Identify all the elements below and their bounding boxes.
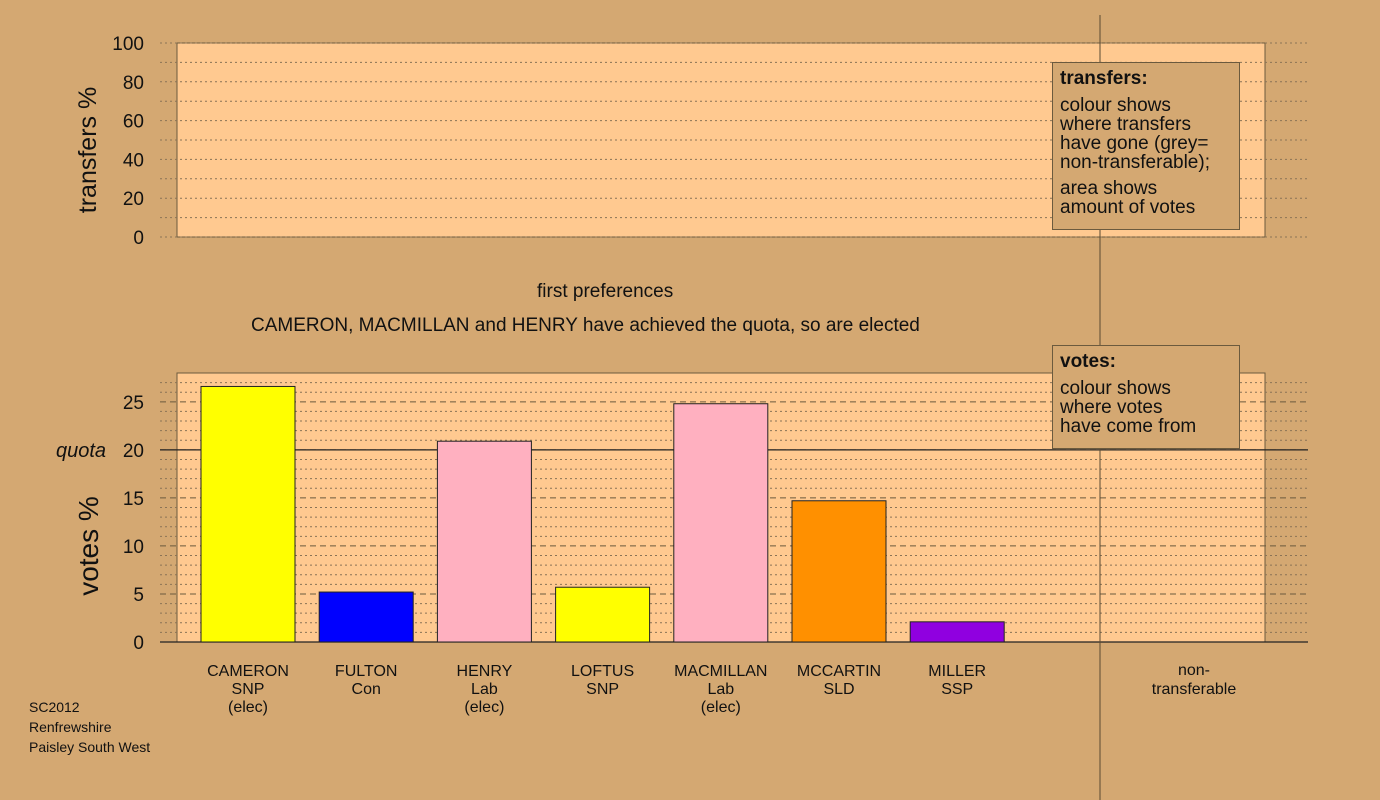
candidate-label: Lab <box>707 681 734 698</box>
transfers-y-tick-label: 20 <box>123 189 144 210</box>
legend-line: area shows <box>1060 178 1158 199</box>
elected-note: CAMERON, MACMILLAN and HENRY have achiev… <box>251 315 920 336</box>
bar-mccartin <box>791 500 887 643</box>
quota-label: quota <box>56 440 106 462</box>
votes-legend-title: votes: <box>1060 351 1116 372</box>
transfers-y-ticks: 0 20 40 60 80 100 <box>112 34 144 249</box>
votes-y-tick-label: 5 <box>133 585 144 606</box>
candidate-label: FULTON <box>335 663 398 680</box>
bar-fulton <box>318 591 414 643</box>
candidate-label: LOFTUS <box>571 663 634 680</box>
transfers-y-tick-label: 0 <box>133 228 144 249</box>
legend-line: colour shows <box>1060 95 1171 116</box>
legend-line: non-transferable); <box>1060 152 1210 173</box>
bar-cameron <box>200 385 296 643</box>
candidate-labels: CAMERONSNP(elec)FULTONConHENRYLab(elec)L… <box>207 662 1236 716</box>
transfers-y-tick-label: 100 <box>112 34 144 55</box>
candidate-label: SLD <box>823 681 854 698</box>
legend-line: where votes <box>1060 397 1163 418</box>
transfers-y-tick-label: 40 <box>123 150 144 171</box>
votes-y-tick-label: 25 <box>123 393 144 414</box>
bar-loftus <box>555 586 651 643</box>
legend-line: colour shows <box>1060 378 1171 399</box>
legend-line: amount of votes <box>1060 197 1196 218</box>
footer-election: SC2012 <box>29 699 80 715</box>
votes-y-tick-label: 10 <box>123 537 144 558</box>
candidate-label: SNP <box>586 681 619 698</box>
stage-title: first preferences <box>537 281 674 302</box>
votes-y-ticks: 0 5 10 15 20 25 <box>123 393 144 654</box>
candidate-label: MILLER <box>928 663 986 680</box>
votes-legend-text: colour shows where votes have come from <box>1060 379 1239 436</box>
bar-henry <box>436 440 532 643</box>
transfers-y-tick-label: 60 <box>123 112 144 133</box>
candidate-label: CAMERON <box>207 663 289 680</box>
footer-ward: Paisley South West <box>29 739 151 755</box>
candidate-label: Lab <box>471 681 498 698</box>
votes-y-tick-label: 0 <box>133 633 144 654</box>
votes-legend: votes: colour shows where votes have com… <box>1052 345 1240 449</box>
legend-line: where transfers <box>1060 114 1191 135</box>
votes-y-tick-label: 20 <box>123 441 144 462</box>
bar-macmillan <box>673 403 769 643</box>
transfers-y-tick-label: 80 <box>123 73 144 94</box>
candidate-label: HENRY <box>457 663 513 680</box>
candidate-label: (elec) <box>701 699 741 716</box>
transfers-y-axis-label: transfers % <box>74 87 102 213</box>
votes-y-tick-label: 15 <box>123 489 144 510</box>
transfers-legend-title: transfers: <box>1060 68 1148 89</box>
non-transferable-label: transferable <box>1152 681 1237 698</box>
candidate-label: (elec) <box>228 699 268 716</box>
votes-y-axis-label: votes % <box>73 496 104 596</box>
transfers-legend-area-text: area shows amount of votes <box>1060 179 1239 217</box>
bar-miller <box>909 621 1005 643</box>
footer-council: Renfrewshire <box>29 719 112 735</box>
transfers-legend: transfers: colour shows where transfers … <box>1052 62 1240 230</box>
legend-line: have gone (grey= <box>1060 133 1209 154</box>
votes-bars <box>200 385 1005 643</box>
legend-line: have come from <box>1060 416 1197 437</box>
candidate-label: Con <box>352 681 381 698</box>
candidate-label: SNP <box>232 681 265 698</box>
candidate-label: (elec) <box>464 699 504 716</box>
transfers-legend-text: colour shows where transfers have gone (… <box>1060 96 1239 172</box>
non-transferable-label: non- <box>1178 662 1210 679</box>
candidate-label: MACMILLAN <box>674 663 767 680</box>
footer-info: SC2012 Renfrewshire Paisley South West <box>29 697 150 757</box>
candidate-label: MCCARTIN <box>797 663 881 680</box>
candidate-label: SSP <box>941 681 973 698</box>
